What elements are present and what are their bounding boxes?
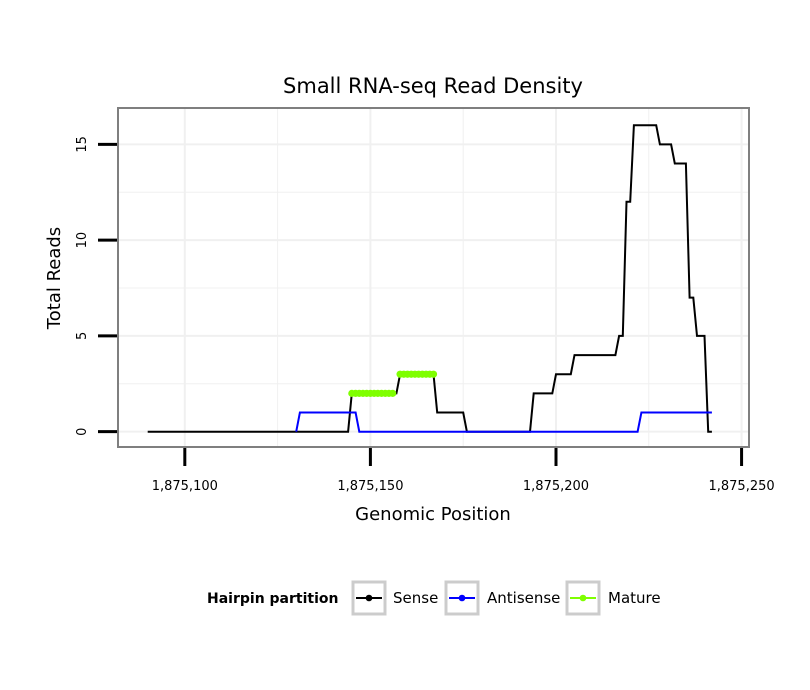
legend-label: Sense bbox=[393, 589, 438, 607]
y-tick-label: 0 bbox=[75, 428, 90, 436]
x-tick-label: 1,875,150 bbox=[337, 479, 403, 494]
x-tick-label: 1,875,250 bbox=[708, 479, 774, 494]
data-point-mature bbox=[429, 370, 438, 378]
data-point-mature bbox=[389, 389, 397, 397]
legend-key-point bbox=[365, 594, 373, 602]
plot-panel-border bbox=[117, 107, 750, 448]
y-axis-title: Total Reads bbox=[44, 227, 65, 330]
grid bbox=[118, 108, 749, 447]
x-axis: 1,875,100 1,875,150 1,875,200 1,875,250 bbox=[152, 448, 775, 494]
series-antisense bbox=[295, 411, 712, 433]
chart-title: Small RNA-seq Read Density bbox=[283, 74, 583, 98]
series-layer bbox=[147, 124, 712, 433]
y-axis: 0 5 10 15 bbox=[75, 136, 117, 436]
legend-key-point bbox=[458, 594, 466, 602]
legend-item-sense: Sense bbox=[351, 580, 438, 616]
legend-label: Antisense bbox=[487, 589, 560, 607]
y-tick-label: 15 bbox=[75, 136, 90, 153]
x-tick-label: 1,875,200 bbox=[523, 479, 589, 494]
y-tick-label: 5 bbox=[75, 332, 90, 340]
y-tick-label: 10 bbox=[75, 232, 90, 249]
legend: Hairpin partition Sense Antisense Mature bbox=[207, 580, 661, 616]
series-line-antisense bbox=[295, 411, 712, 433]
x-tick-label: 1,875,100 bbox=[152, 479, 218, 494]
legend-key-point bbox=[579, 594, 587, 602]
legend-title: Hairpin partition bbox=[207, 591, 338, 607]
legend-item-antisense: Antisense bbox=[444, 580, 560, 616]
series-mature bbox=[348, 370, 438, 397]
legend-label: Mature bbox=[608, 589, 661, 607]
series-sense bbox=[147, 124, 712, 433]
series-line-sense bbox=[147, 124, 712, 433]
x-axis-title: Genomic Position bbox=[355, 504, 511, 525]
legend-item-mature: Mature bbox=[565, 580, 661, 616]
